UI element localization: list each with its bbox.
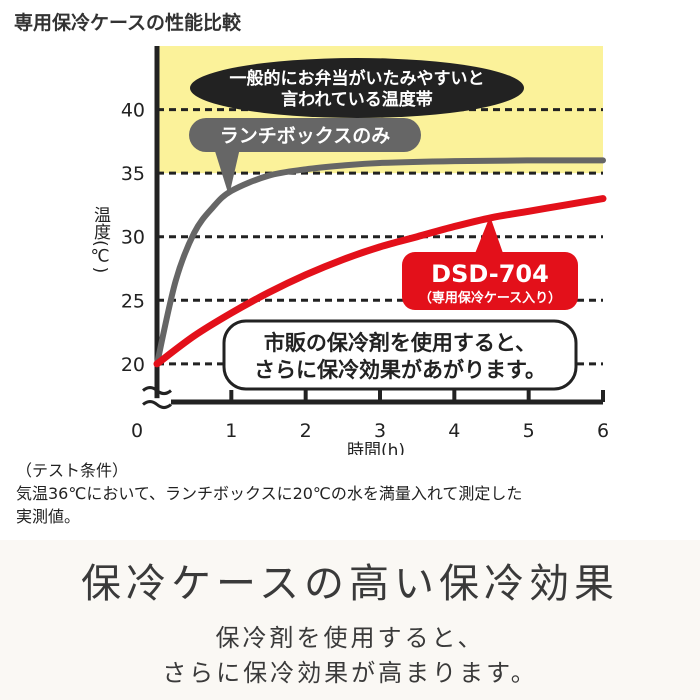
bottom-banner — [0, 540, 700, 700]
test-conditions-note: （テスト条件） 気温36℃において、ランチボックスに20℃の水を満量入れて測定し… — [16, 459, 688, 528]
danger-band-label-line2: 言われている温度帯 — [281, 89, 433, 110]
cold-pack-note-line2: さらに保冷効果があがります。 — [254, 358, 546, 382]
y-tick-labels: 20 25 30 35 40 — [121, 100, 145, 376]
y-tick-label-25: 25 — [121, 290, 145, 312]
test-conditions-line1: 気温36℃において、ランチボックスに20℃の水を満量入れて測定した — [16, 484, 523, 503]
x-ticks — [229, 390, 605, 402]
y-tick-label-40: 40 — [121, 100, 145, 122]
banner-subline-2: さらに保冷効果が高まります。 — [162, 659, 538, 687]
series-line-dsd-704 — [153, 195, 607, 368]
x-axis-label: 時間(h) — [347, 441, 405, 455]
y-tick-label-20: 20 — [121, 354, 145, 376]
dsd-label: DSD-704 — [431, 260, 549, 288]
danger-band-callout — [190, 58, 524, 118]
x-tick-label-4: 4 — [448, 420, 460, 442]
dsd-sublabel: （専用保冷ケース入り） — [419, 290, 561, 306]
temperature-comparison-chart: 20 25 30 35 40 0 1 2 3 4 5 6 一般的にお弁当がいたみやすいと 言われてい… — [90, 46, 609, 455]
chart-title: 専用保冷ケースの性能比較 — [14, 12, 242, 34]
dsd-label-pointer — [474, 216, 504, 256]
dsd-label-badge — [402, 252, 578, 310]
lunchbox-label-pointer — [214, 148, 240, 196]
cold-pack-note-box — [222, 319, 578, 391]
danger-band-label-line1: 一般的にお弁当がいたみやすいと — [230, 68, 485, 89]
lunchbox-label-badge — [189, 118, 421, 152]
x-tick-label-2: 2 — [300, 420, 312, 442]
banner-subline-1: 保冷剤を使用すると、 — [215, 624, 485, 652]
series-line-lunchbox-only — [154, 157, 606, 367]
x-tick-labels: 0 1 2 3 4 5 6 — [131, 420, 609, 442]
x-tick-label-6: 6 — [597, 420, 609, 442]
y-tick-label-35: 35 — [121, 163, 145, 185]
test-conditions-line2: 実測値。 — [16, 507, 81, 526]
lunchbox-label: ランチボックスのみ — [220, 125, 390, 147]
banner-headline: 保冷ケースの高い保冷効果 — [81, 561, 619, 607]
y-tick-label-30: 30 — [121, 227, 145, 249]
y-axis-label: 温度(℃) — [90, 206, 111, 273]
x-tick-label-0: 0 — [131, 420, 143, 442]
x-tick-label-5: 5 — [523, 420, 535, 442]
x-tick-label-1: 1 — [225, 420, 237, 442]
test-conditions-heading: （テスト条件） — [16, 461, 129, 480]
x-tick-label-3: 3 — [374, 420, 386, 442]
cold-pack-note-line1: 市販の保冷剤を使用すると、 — [264, 331, 536, 355]
axis-break-icon — [141, 386, 172, 413]
